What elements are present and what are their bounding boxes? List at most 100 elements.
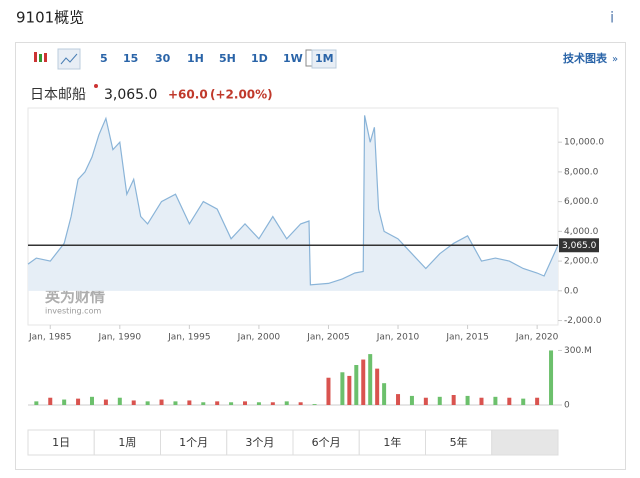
volume-bar <box>256 402 261 405</box>
volume-bar <box>173 401 178 405</box>
current-price-label: 3,065.0 <box>562 241 597 251</box>
volume-bar <box>229 402 234 405</box>
volume-bar <box>76 398 81 405</box>
volume-bar <box>340 372 345 405</box>
interval-button[interactable]: 1H <box>187 52 204 65</box>
volume-bar <box>361 359 366 405</box>
volume-bar <box>368 354 373 405</box>
volume-bar <box>535 397 540 405</box>
interval-button[interactable]: 30 <box>155 52 171 65</box>
volume-bar <box>298 402 303 405</box>
y-tick-label: 4,000.0 <box>564 227 599 237</box>
current-price-box <box>559 238 599 253</box>
range-button-bg[interactable] <box>292 429 360 456</box>
volume-bar <box>34 401 39 405</box>
volume-bar <box>479 397 484 405</box>
range-button-bg[interactable] <box>27 429 95 456</box>
interval-button[interactable]: 5 <box>100 52 108 65</box>
range-button[interactable]: 1周 <box>118 436 136 449</box>
area-icon[interactable] <box>57 48 81 70</box>
volume-bar <box>549 350 554 405</box>
volume-bar <box>284 401 289 405</box>
volume-bar <box>354 365 359 405</box>
more-arrow[interactable]: » <box>612 54 618 65</box>
volume-bar <box>243 401 248 405</box>
x-tick-label: Jan, 2005 <box>306 333 350 343</box>
info-icon[interactable]: i <box>610 9 614 27</box>
y-tick-label: 6,000.0 <box>564 197 599 207</box>
x-tick-label: Jan, 2015 <box>445 333 489 343</box>
watermark-site: investing.com <box>45 307 101 316</box>
volume-bar <box>159 399 164 405</box>
x-tick-label: Jan, 1995 <box>167 333 211 343</box>
volume-tick-label: 300.M <box>564 346 592 356</box>
plot-frame <box>27 107 559 326</box>
volume-bar <box>396 394 401 405</box>
watermark-brand: 英为财情 <box>45 288 105 306</box>
interval-button[interactable]: 1W <box>283 52 303 65</box>
candle-icon[interactable] <box>34 52 47 62</box>
x-tick-label: Jan, 1990 <box>98 333 142 343</box>
range-button[interactable]: 1个月 <box>179 436 208 449</box>
stock-name: 日本邮船 <box>30 87 86 103</box>
volume-bar <box>382 383 387 405</box>
volume-bar <box>375 368 380 405</box>
range-button-bg[interactable] <box>425 429 493 456</box>
area-icon-line <box>60 53 78 65</box>
y-tick-label: 8,000.0 <box>564 167 599 177</box>
y-tick-label: 0.0 <box>564 286 579 296</box>
price-line <box>27 115 559 286</box>
range-button[interactable]: 1年 <box>383 435 401 449</box>
range-button[interactable]: 5年 <box>450 435 468 449</box>
x-tick-label: Jan, 2010 <box>376 333 420 343</box>
interval-button[interactable]: 5H <box>219 52 236 65</box>
volume-bar <box>270 402 275 405</box>
volume-bar <box>62 399 67 405</box>
interval-button[interactable]: 1D <box>251 52 268 65</box>
price: 3,065.0 <box>104 87 157 103</box>
volume-bar <box>423 397 428 405</box>
volume-bar <box>326 377 331 405</box>
volume-bar <box>187 400 192 405</box>
volume-bar <box>465 395 470 405</box>
range-button[interactable]: 6个月 <box>312 436 341 449</box>
volume-bar <box>201 402 206 405</box>
title: 9101概览 <box>16 9 84 27</box>
y-tick-label: -2,000.0 <box>564 316 602 326</box>
panel <box>15 42 626 470</box>
volume-bar <box>131 400 136 405</box>
volume-bar <box>89 396 94 405</box>
interval-button[interactable]: 15 <box>123 52 138 65</box>
x-tick-label: Jan, 1985 <box>28 333 72 343</box>
y-tick-label: 10,000.0 <box>564 138 604 148</box>
range-button[interactable]: 3个月 <box>245 436 274 449</box>
range-button-bg[interactable] <box>358 429 426 456</box>
range-button-bg[interactable] <box>160 429 228 456</box>
volume-bar <box>437 396 442 405</box>
range-button-bg[interactable] <box>93 429 161 456</box>
volume-bar <box>103 399 108 405</box>
quote-dot <box>94 84 98 88</box>
interval-button[interactable]: 1M <box>315 52 334 65</box>
volume-bar <box>312 404 317 405</box>
volume-bar <box>347 375 352 405</box>
volume-bar <box>145 401 150 405</box>
change-pct: (+2.00%) <box>210 88 273 102</box>
range-button[interactable]: 1日 <box>52 436 70 449</box>
y-tick-label: 2,000.0 <box>564 257 599 267</box>
volume-bar <box>48 397 53 405</box>
change: +60.0 <box>168 88 208 102</box>
volume-bar <box>409 395 414 405</box>
volume-bar <box>507 397 512 405</box>
price-area <box>28 115 558 291</box>
volume-bar <box>215 401 220 405</box>
range-button-bg[interactable] <box>491 429 559 456</box>
volume-bar <box>451 395 456 405</box>
volume-bar <box>521 398 526 405</box>
technical-chart[interactable]: 技术图表 <box>563 51 608 65</box>
interval-active <box>311 49 337 69</box>
volume-bar <box>493 396 498 405</box>
x-tick-label: Jan, 2020 <box>515 333 559 343</box>
